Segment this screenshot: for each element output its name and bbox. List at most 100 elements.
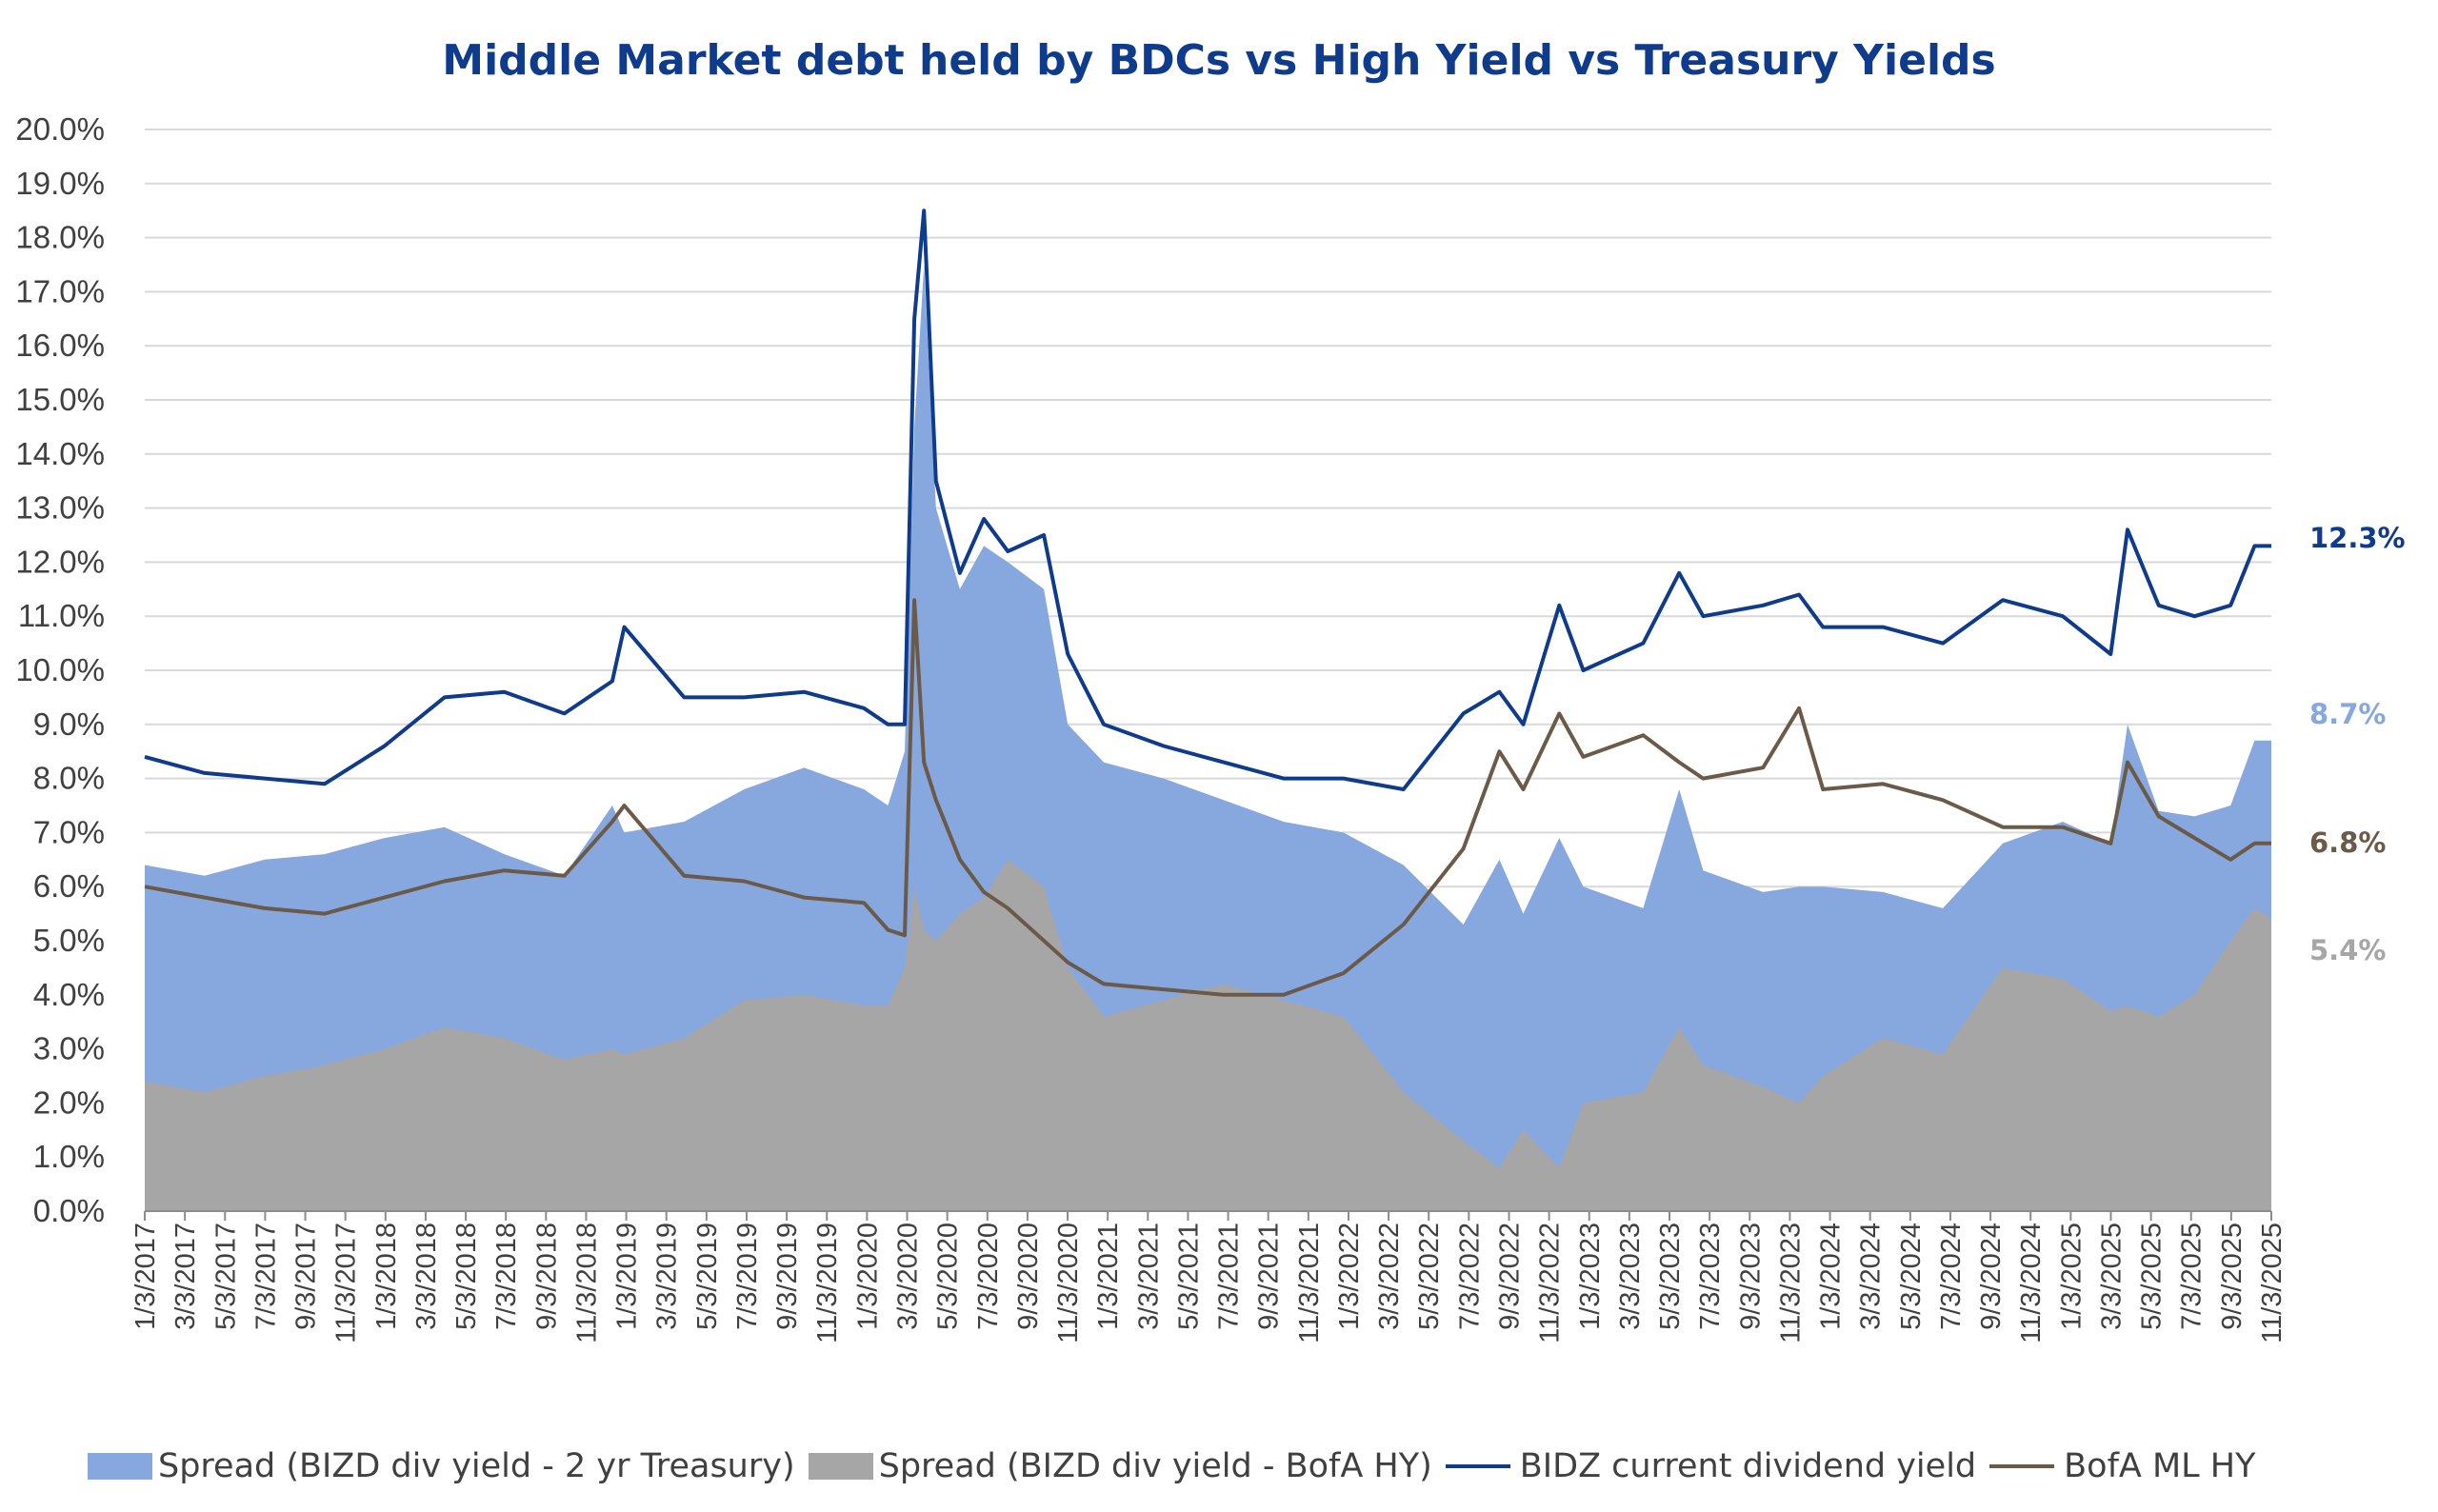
x-tick-label: 11/3/2025 [2257, 1223, 2288, 1343]
x-tick-label: 7/3/2021 [1214, 1223, 1245, 1330]
line-bofa-hy [144, 598, 2271, 997]
x-tick-label: 1/3/2018 [371, 1223, 402, 1330]
area-series [145, 265, 2271, 1211]
x-axis-ticks: 1/3/2017 3/3/2017 5/3/2017 7/3/2017 9/3/2017… [130, 1223, 2288, 1343]
x-tick-label: 1/3/2025 [2056, 1223, 2087, 1330]
x-tick-label: 11/3/2018 [571, 1223, 602, 1343]
x-tick-label: 5/3/2019 [692, 1223, 723, 1330]
chart-plot: 0.0% 1.0% 2.0% 3.0% 4.0% 5.0% 6.0% 7.0% 8.0% 9.0%… [15, 111, 2406, 1343]
y-tick-label: 14.0% [15, 436, 105, 471]
x-tick-label: 9/3/2025 [2217, 1223, 2248, 1330]
y-tick-label: 16.0% [15, 328, 105, 363]
y-tick-label: 3.0% [33, 1031, 105, 1066]
x-tick-label: 5/3/2018 [451, 1223, 482, 1330]
x-tick-label: 5/3/2023 [1655, 1223, 1686, 1330]
y-axis-ticks: 0.0% 1.0% 2.0% 3.0% 4.0% 5.0% 6.0% 7.0% 8.0% 9.0%… [15, 111, 105, 1228]
x-tick-label: 3/3/2018 [411, 1223, 442, 1330]
legend-swatch [88, 1453, 152, 1480]
line-series [144, 209, 2271, 997]
area-spread-treasury [145, 265, 2271, 1211]
y-tick-label: 15.0% [15, 382, 105, 417]
x-tick-label: 9/3/2021 [1254, 1223, 1285, 1330]
y-tick-label: 17.0% [15, 273, 105, 308]
x-tick-label: 11/3/2020 [1053, 1223, 1084, 1343]
legend-label: BIDZ current dividend yield [1519, 1447, 1977, 1485]
legend-label: BofA ML HY [2064, 1447, 2256, 1485]
x-tick-label: 9/3/2023 [1735, 1223, 1766, 1330]
x-tick-label: 11/3/2021 [1294, 1223, 1325, 1343]
x-tick-label: 1/3/2022 [1334, 1223, 1365, 1330]
x-tick-label: 11/3/2023 [1775, 1223, 1806, 1343]
x-tick-label: 3/3/2023 [1615, 1223, 1646, 1330]
legend-swatch [1989, 1464, 2055, 1468]
x-tick-label: 7/3/2019 [732, 1223, 763, 1330]
x-tick-label: 5/3/2025 [2137, 1223, 2168, 1330]
x-tick-label: 9/3/2018 [531, 1223, 562, 1330]
x-tick-label: 7/3/2022 [1454, 1223, 1485, 1330]
x-tick-label: 5/3/2024 [1896, 1223, 1927, 1330]
x-tick-label: 1/3/2024 [1816, 1223, 1847, 1330]
y-tick-label: 0.0% [33, 1193, 105, 1228]
x-tick-label: 7/3/2024 [1936, 1223, 1967, 1330]
x-tick-label: 1/3/2017 [130, 1223, 161, 1330]
legend-label: Spread (BIZD div yield - 2 yr Treasury) [158, 1447, 795, 1485]
x-tick-label: 9/3/2017 [291, 1223, 322, 1330]
x-tick-label: 5/3/2021 [1173, 1223, 1204, 1330]
x-tick-label: 9/3/2020 [1013, 1223, 1044, 1330]
y-tick-label: 10.0% [15, 652, 105, 687]
y-tick-label: 7.0% [33, 814, 105, 849]
legend-item-spread-treasury: Spread (BIZD div yield - 2 yr Treasury) [88, 1447, 795, 1485]
x-tick-label: 1/3/2020 [852, 1223, 883, 1330]
area-spread-hy [145, 859, 2271, 1211]
x-tick-label: 3/3/2017 [170, 1223, 201, 1330]
x-tick-label: 3/3/2019 [652, 1223, 683, 1330]
x-tick-label: 1/3/2021 [1093, 1223, 1124, 1330]
y-tick-label: 20.0% [15, 111, 105, 147]
x-tick-label: 3/3/2021 [1133, 1223, 1164, 1330]
y-tick-label: 13.0% [15, 490, 105, 526]
x-tick-label: 11/3/2024 [2016, 1223, 2047, 1343]
x-tick-label: 11/3/2017 [331, 1223, 362, 1343]
x-tick-label: 9/3/2022 [1494, 1223, 1525, 1330]
x-tick-label: 7/3/2018 [491, 1223, 522, 1330]
y-tick-label: 12.0% [15, 544, 105, 579]
legend-label: Spread (BIZD div yield - BofA HY) [878, 1447, 1432, 1485]
y-tick-label: 6.0% [33, 868, 105, 904]
y-tick-label: 8.0% [33, 761, 105, 796]
legend-item-spread-hy: Spread (BIZD div yield - BofA HY) [808, 1447, 1432, 1485]
end-labels: 12.3% 8.7% 6.8% 5.4% [2309, 522, 2406, 966]
x-tick-label: 9/3/2024 [1976, 1223, 2007, 1330]
x-tick-label: 3/3/2025 [2096, 1223, 2127, 1330]
chart-title: Middle Market debt held by BDCs vs High … [442, 36, 1996, 85]
y-tick-label: 18.0% [15, 220, 105, 255]
legend: Spread (BIZD div yield - 2 yr Treasury) … [88, 1440, 2268, 1493]
y-tick-label: 1.0% [33, 1139, 105, 1174]
legend-swatch [1445, 1464, 1510, 1468]
end-label: 8.7% [2309, 698, 2386, 730]
x-tick-label: 5/3/2017 [210, 1223, 241, 1330]
line-bizd-yield [144, 209, 2271, 791]
x-tick-label: 7/3/2020 [973, 1223, 1004, 1330]
legend-item-bizd-yield: BIDZ current dividend yield [1445, 1447, 1977, 1485]
x-tick-label: 1/3/2019 [612, 1223, 643, 1330]
x-tick-label: 5/3/2020 [933, 1223, 964, 1330]
x-tick-label: 3/3/2020 [893, 1223, 924, 1330]
end-label: 12.3% [2309, 522, 2406, 554]
x-tick-label: 5/3/2022 [1414, 1223, 1445, 1330]
y-tick-label: 19.0% [15, 166, 105, 201]
end-label: 5.4% [2309, 934, 2386, 966]
x-tick-label: 1/3/2023 [1575, 1223, 1606, 1330]
x-tick-label: 9/3/2019 [772, 1223, 803, 1330]
y-tick-label: 5.0% [33, 923, 105, 958]
x-tick-label: 11/3/2019 [812, 1223, 843, 1343]
y-tick-label: 9.0% [33, 706, 105, 742]
y-tick-label: 4.0% [33, 977, 105, 1012]
axes [144, 1210, 2272, 1221]
legend-item-bofa-hy: BofA ML HY [1989, 1447, 2255, 1485]
legend-swatch [808, 1453, 873, 1480]
x-tick-label: 7/3/2017 [250, 1223, 281, 1330]
x-tick-label: 3/3/2024 [1856, 1223, 1887, 1330]
y-tick-label: 2.0% [33, 1084, 105, 1120]
y-tick-label: 11.0% [18, 598, 105, 633]
x-tick-label: 3/3/2022 [1374, 1223, 1405, 1330]
